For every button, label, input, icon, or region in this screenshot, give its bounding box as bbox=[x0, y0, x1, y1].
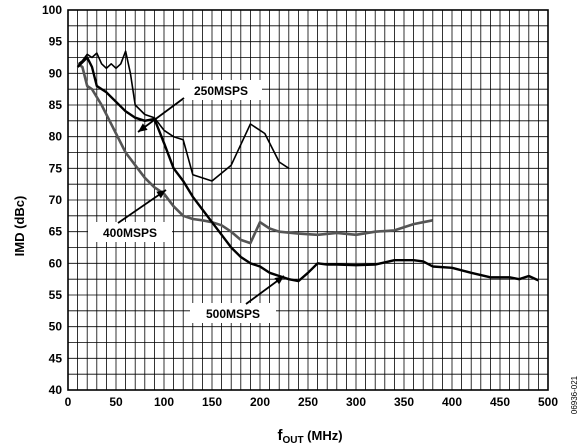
y-tick-label: 50 bbox=[49, 320, 63, 334]
x-tick-label: 200 bbox=[250, 395, 270, 409]
figure-id: 06936-021 bbox=[570, 375, 579, 414]
x-axis-title-main: f bbox=[277, 427, 283, 444]
x-tick-label: 100 bbox=[154, 395, 174, 409]
y-tick-label: 55 bbox=[49, 288, 63, 302]
y-tick-label: 90 bbox=[49, 66, 63, 80]
x-axis-title: fOUT (MHz) bbox=[277, 427, 342, 446]
y-tick-label: 95 bbox=[49, 35, 63, 49]
annotation-arrow-head bbox=[156, 190, 166, 199]
series-lines bbox=[76, 50, 539, 283]
x-axis-title-sub: OUT bbox=[282, 435, 303, 446]
series-annotations: 250MSPS 400MSPS 500MSPS bbox=[88, 80, 285, 323]
annotation-box bbox=[88, 222, 172, 242]
y-tick-label: 70 bbox=[49, 193, 63, 207]
x-tick-label: 150 bbox=[202, 395, 222, 409]
tick-labels: 0 50 100 150 200 250 300 350 400 450 500 40 45 50 55 60… bbox=[42, 3, 558, 409]
x-tick-label: 0 bbox=[65, 395, 72, 409]
grid bbox=[67, 9, 549, 391]
y-tick-label: 45 bbox=[49, 351, 63, 365]
y-tick-label: 85 bbox=[49, 98, 63, 112]
annotation-label: 250MSPS bbox=[194, 84, 248, 98]
annotation-arrow-line bbox=[137, 97, 185, 133]
x-tick-label: 350 bbox=[394, 395, 414, 409]
annotation-400msps: 400MSPS bbox=[88, 189, 172, 242]
annotation-arrow-head bbox=[274, 276, 284, 285]
plot-frame bbox=[67, 9, 549, 391]
x-tick-label: 250 bbox=[298, 395, 318, 409]
y-tick-label: 65 bbox=[49, 225, 63, 239]
y-tick-label: 60 bbox=[49, 256, 63, 270]
x-tick-label: 50 bbox=[109, 395, 123, 409]
annotation-500msps: 500MSPS bbox=[190, 275, 285, 323]
x-axis-title-unit: (MHz) bbox=[304, 428, 343, 443]
y-tick-label: 80 bbox=[49, 130, 63, 144]
y-tick-label: 100 bbox=[42, 3, 62, 17]
x-tick-label: 500 bbox=[538, 395, 558, 409]
annotation-label: 500MSPS bbox=[206, 307, 260, 321]
y-tick-label: 75 bbox=[49, 161, 63, 175]
x-tick-label: 300 bbox=[346, 395, 366, 409]
annotation-box bbox=[190, 303, 276, 323]
series-line-400msps bbox=[76, 62, 434, 245]
x-tick-label: 400 bbox=[442, 395, 462, 409]
series-line-500msps bbox=[76, 56, 539, 283]
annotation-box bbox=[180, 80, 262, 100]
annotation-arrow-head bbox=[138, 123, 148, 132]
y-axis-title: IMD (dBc) bbox=[12, 196, 27, 257]
x-tick-label: 450 bbox=[490, 395, 510, 409]
annotation-label: 400MSPS bbox=[103, 226, 157, 240]
y-tick-label: 40 bbox=[49, 383, 63, 397]
annotation-250msps: 250MSPS bbox=[137, 80, 262, 133]
annotation-arrow-line bbox=[117, 189, 167, 224]
series-line-250msps bbox=[78, 50, 290, 182]
